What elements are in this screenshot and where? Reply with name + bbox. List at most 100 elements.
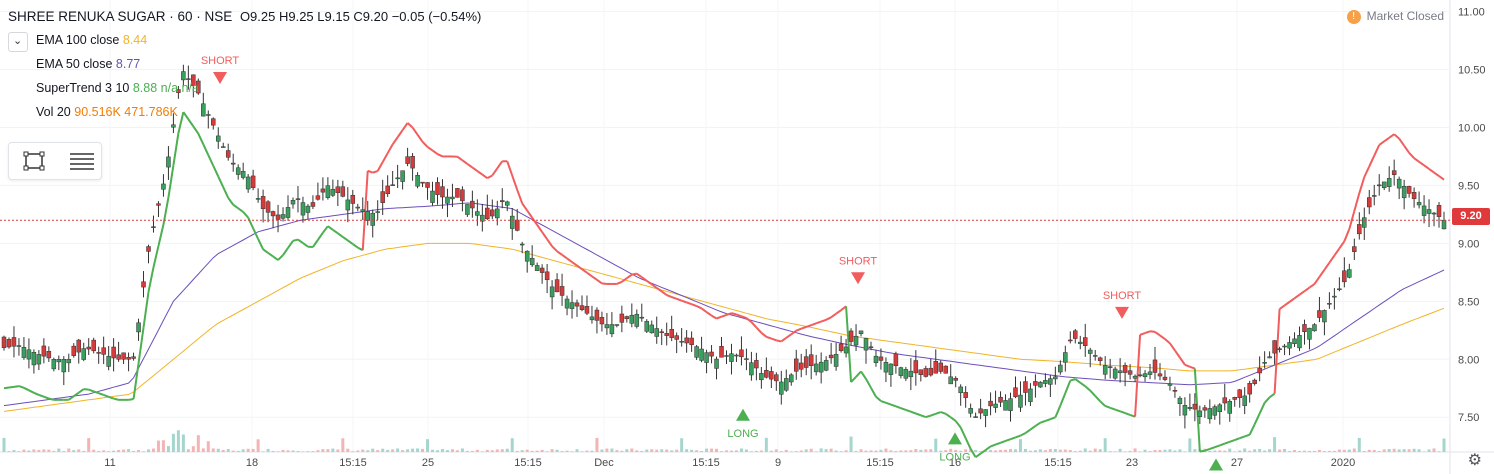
supertrend-segment (1273, 308, 1281, 394)
supertrend-segment (177, 111, 185, 134)
volume-bar (944, 450, 948, 452)
volume-bar (994, 450, 998, 452)
candle-body (1202, 407, 1208, 411)
supertrend-segment (646, 279, 653, 286)
rectangle-tool-icon[interactable] (23, 151, 45, 171)
volume-bar (1218, 450, 1222, 452)
volume-bar (406, 449, 410, 452)
indicator-volume[interactable]: Vol 20 90.516K 471.786K (36, 105, 178, 119)
indicator-supertrend[interactable]: SuperTrend 3 10 8.88 n/a n/a (36, 81, 199, 95)
chevron-down-icon: ⌄ (13, 35, 23, 47)
supertrend-segment (1328, 254, 1336, 264)
settings-lines-icon[interactable] (69, 151, 95, 171)
supertrend-segment (1428, 168, 1435, 174)
supertrend-segment (815, 320, 822, 325)
volume-bar (914, 448, 918, 452)
indicator-ema50[interactable]: EMA 50 close 8.77 (36, 57, 141, 71)
supertrend-segment (865, 378, 872, 389)
candle-body (116, 354, 121, 360)
supertrend-segment (969, 448, 977, 458)
candle-body (270, 211, 276, 217)
candle-body (360, 209, 366, 212)
candle-body (569, 302, 575, 309)
supertrend-segment (1313, 276, 1321, 285)
x-tick-label: 15:15 (514, 457, 542, 469)
candle-body (435, 182, 440, 195)
supertrend-segment (222, 186, 230, 199)
candle-body (1147, 371, 1153, 375)
supertrend-segment (327, 225, 334, 231)
y-tick-label: 7.50 (1458, 412, 1479, 424)
volume-bar (670, 450, 674, 452)
volume-bar (939, 450, 943, 452)
supertrend-segment (257, 238, 265, 250)
candle-body (1332, 295, 1337, 298)
supertrend-segment (1089, 389, 1096, 397)
volume-bar (440, 449, 444, 452)
volume-bar (465, 450, 469, 452)
volume-bar (146, 449, 150, 452)
volume-bar (1213, 450, 1217, 452)
supertrend-segment (1104, 405, 1111, 409)
candle-body (325, 185, 331, 198)
volume-bar (665, 449, 669, 452)
gear-icon[interactable]: ⚙ (1467, 452, 1482, 469)
candle-body (1212, 406, 1218, 416)
candle-body (320, 188, 326, 193)
volume-bar (784, 449, 788, 452)
supertrend-segment (28, 389, 35, 394)
candle-body (186, 78, 191, 80)
candle-body (813, 363, 819, 373)
candle-body (858, 330, 864, 334)
supertrend-segment (292, 238, 299, 242)
candle-body (1207, 408, 1213, 420)
candle-body (1347, 269, 1352, 278)
volume-bar (2, 437, 6, 452)
candle-body (1167, 383, 1173, 386)
supertrend-segment (8, 385, 15, 389)
supertrend-segment (716, 315, 722, 320)
candle-body (430, 190, 435, 203)
candle-body (893, 353, 899, 367)
supertrend-segment (1423, 164, 1430, 170)
candle-body (1441, 219, 1447, 230)
volume-bar (271, 450, 275, 452)
candle-body (1416, 202, 1422, 206)
candle-body (460, 189, 465, 202)
legend-collapse-button[interactable]: ⌄ (8, 32, 28, 52)
candle-body (998, 396, 1003, 403)
supertrend-segment (426, 146, 434, 152)
candle-body (589, 316, 595, 321)
volume-bar (1392, 448, 1396, 452)
candle-body (659, 331, 664, 333)
supertrend-segment (237, 207, 244, 213)
volume-bar (1387, 449, 1391, 452)
volume-bar (1377, 451, 1381, 452)
supertrend-segment (750, 321, 758, 329)
supertrend-segment (1418, 160, 1425, 167)
supertrend-segment (1338, 240, 1346, 249)
volume-bar (819, 448, 823, 452)
volume-bar (1053, 449, 1057, 452)
supertrend-segment (940, 411, 947, 415)
candle-body (111, 346, 116, 359)
indicator-ema100[interactable]: EMA 100 close 8.44 (36, 33, 148, 47)
volume-bar (645, 449, 649, 452)
volume-bar (191, 446, 195, 452)
supertrend-segment (1074, 378, 1081, 384)
candle-body (943, 365, 948, 374)
long-signal-marker (736, 408, 750, 421)
supertrend-segment (954, 420, 962, 429)
volume-bar (1302, 450, 1306, 452)
candle-body (993, 403, 998, 408)
volume-bar (1417, 449, 1421, 452)
candle-body (878, 356, 884, 361)
volume-bar (804, 449, 808, 452)
symbol-title[interactable]: SHREE RENUKA SUGAR · 60 · NSE (8, 9, 233, 24)
ema-50-line (3, 202, 1445, 407)
candle-body (833, 354, 839, 367)
y-tick-label: 8.50 (1458, 296, 1479, 308)
candle-body (1367, 197, 1372, 208)
volume-bar (570, 451, 574, 452)
